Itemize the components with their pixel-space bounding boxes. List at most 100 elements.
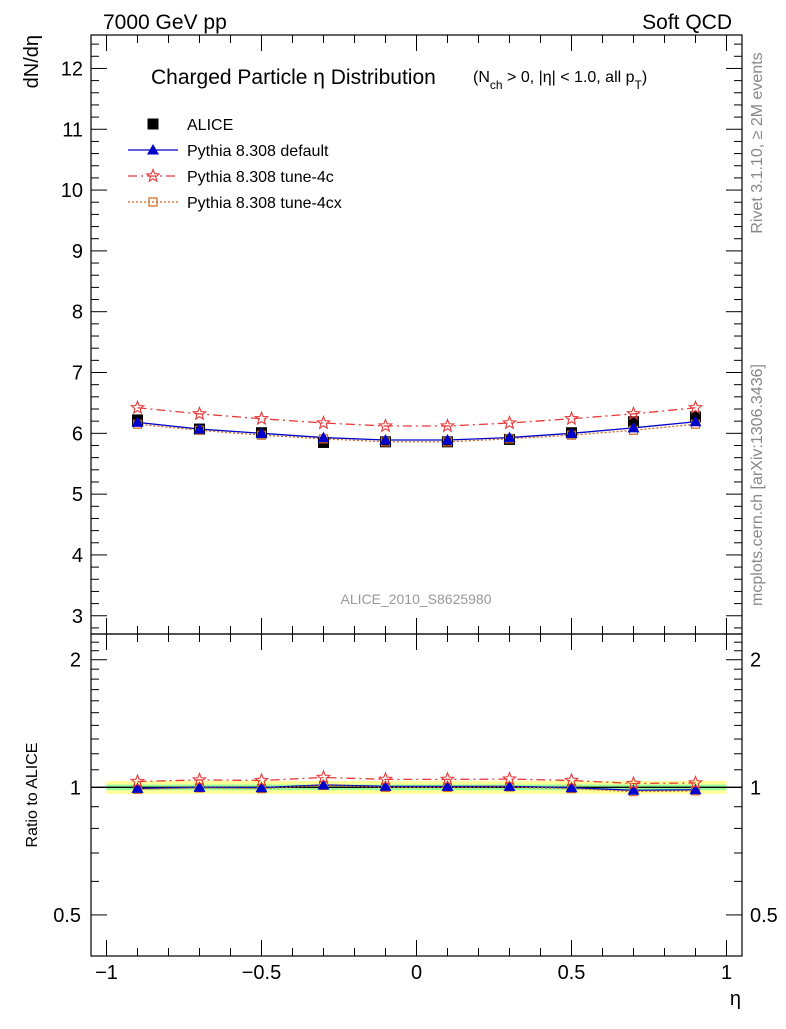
x-axis-label: η — [730, 988, 741, 1010]
ratio-point — [563, 772, 580, 787]
header-left-label: 7000 GeV pp — [103, 11, 227, 34]
main-series-pythia-8-308-tune-4c — [137, 407, 696, 427]
legend-label: ALICE — [187, 117, 233, 134]
ratio-point — [627, 784, 640, 795]
legend-label: Pythia 8.308 default — [187, 143, 329, 160]
main-markers-pythia-8-308-tune-4cx — [132, 419, 701, 447]
ratio-y-tick-label-right: 2 — [750, 650, 761, 672]
main-subtitle: (Nch > 0, |η| < 1.0, all pT) — [473, 69, 647, 92]
main-point — [441, 434, 454, 445]
main-point — [131, 416, 144, 427]
x-tick-label: −1 — [95, 962, 118, 984]
header-right-label: Soft QCD — [642, 11, 732, 34]
main-point — [501, 414, 518, 430]
ratio-point — [315, 769, 332, 784]
main-point — [317, 431, 330, 443]
main-series-line — [137, 423, 696, 443]
main-point — [563, 410, 580, 426]
main-point — [628, 416, 639, 428]
main-y-tick-label: 10 — [61, 180, 83, 202]
main-y-tick-label: 12 — [61, 58, 83, 80]
ratio-point — [377, 771, 394, 786]
legend-label: Pythia 8.308 tune-4cx — [187, 195, 342, 212]
ratio-series-pythia-8-308-default — [137, 784, 696, 791]
legend-marker — [148, 197, 158, 207]
ratio-point — [191, 771, 208, 787]
ratio-markers-pythia-8-308-default — [131, 778, 702, 795]
ratio-point — [503, 780, 516, 791]
main-markers-pythia-8-308-tune-4c — [129, 399, 704, 433]
main-point — [625, 405, 642, 421]
ratio-point — [255, 781, 268, 793]
ratio-point — [687, 774, 704, 790]
legend-marker — [147, 144, 159, 155]
main-series-line — [137, 421, 696, 441]
legend-marker — [145, 167, 161, 183]
legend-marker — [147, 118, 159, 130]
main-y-tick-label: 8 — [72, 302, 83, 324]
ratio-series-line — [137, 784, 696, 793]
mcplots-label: mcplots.cern.ch [arXiv:1306.3436] — [749, 364, 766, 606]
main-point — [315, 414, 332, 430]
main-y-tick-label: 9 — [72, 241, 83, 263]
ratio-point — [193, 781, 206, 792]
ratio-point — [565, 781, 578, 793]
main-point — [689, 415, 702, 427]
main-point — [439, 418, 456, 433]
ratio-y-tick-label-right: 1 — [750, 777, 761, 799]
legend-label: Pythia 8.308 tune-4c — [187, 169, 334, 186]
main-point — [255, 427, 268, 438]
x-tick-label: 0.5 — [558, 962, 586, 984]
main-series-pythia-8-308-default — [137, 421, 696, 441]
x-tick-label: −0.5 — [242, 962, 281, 984]
main-point — [129, 399, 146, 415]
ratio-panel: 0.5 0.5 1 1 2 2 −1 −0.5 0 0.5 1 — [53, 633, 778, 984]
main-point — [253, 410, 270, 426]
ratio-y-axis-label: Ratio to ALICE — [24, 743, 41, 848]
ratio-point — [439, 771, 456, 786]
ratio-point — [625, 775, 642, 790]
main-y-tick-label: 3 — [72, 606, 83, 628]
ratio-series-pythia-8-308-tune-4cx — [137, 784, 696, 793]
main-point — [687, 399, 704, 415]
main-series-pythia-8-308-tune-4cx — [137, 423, 696, 443]
main-markers-pythia-8-308-default — [131, 415, 702, 445]
main-y-tick-label: 7 — [72, 363, 83, 385]
ratio-point — [441, 780, 454, 791]
ratio-point — [689, 783, 702, 795]
ratio-series-line — [137, 784, 696, 791]
ratio-y-tick-label-right: 0.5 — [750, 905, 778, 927]
main-point — [503, 431, 516, 443]
ratio-point — [501, 771, 518, 786]
main-y-tick-label: 4 — [72, 545, 83, 567]
main-point — [379, 434, 392, 445]
main-point — [565, 427, 578, 438]
ratio-point — [131, 782, 144, 793]
main-point — [627, 421, 640, 433]
main-y-tick-label: 11 — [62, 119, 83, 141]
main-series-line — [137, 407, 696, 427]
ratio-point — [129, 773, 146, 789]
main-point — [193, 423, 206, 434]
main-point — [377, 418, 394, 433]
main-point — [191, 405, 208, 421]
main-y-tick-label: 5 — [72, 484, 83, 506]
ratio-point — [317, 778, 330, 790]
ratio-point — [379, 780, 392, 791]
ratio-series-line — [137, 776, 696, 785]
main-panel: 3 4 5 6 7 8 9 10 11 12 — [61, 34, 743, 635]
ratio-y-tick-label: 0.5 — [53, 905, 81, 927]
ratio-point — [253, 772, 270, 787]
ratio-series-pythia-8-308-tune-4c — [137, 776, 696, 785]
ratio-markers-pythia-8-308-tune-4c — [129, 769, 704, 790]
x-tick-label: 0 — [411, 962, 422, 984]
ratio-frame — [90, 633, 743, 957]
rivet-label: Rivet 3.1.10, ≥ 2M events — [749, 52, 766, 233]
ratio-y-tick-label: 1 — [70, 777, 81, 799]
main-y-tick-label: 6 — [72, 423, 83, 445]
main-y-axis-label: dN/dη — [21, 35, 43, 88]
ratio-y-tick-label: 2 — [70, 650, 81, 672]
legend: ALICE Pythia 8.308 default Pythia 8.308 tu… — [128, 117, 342, 212]
